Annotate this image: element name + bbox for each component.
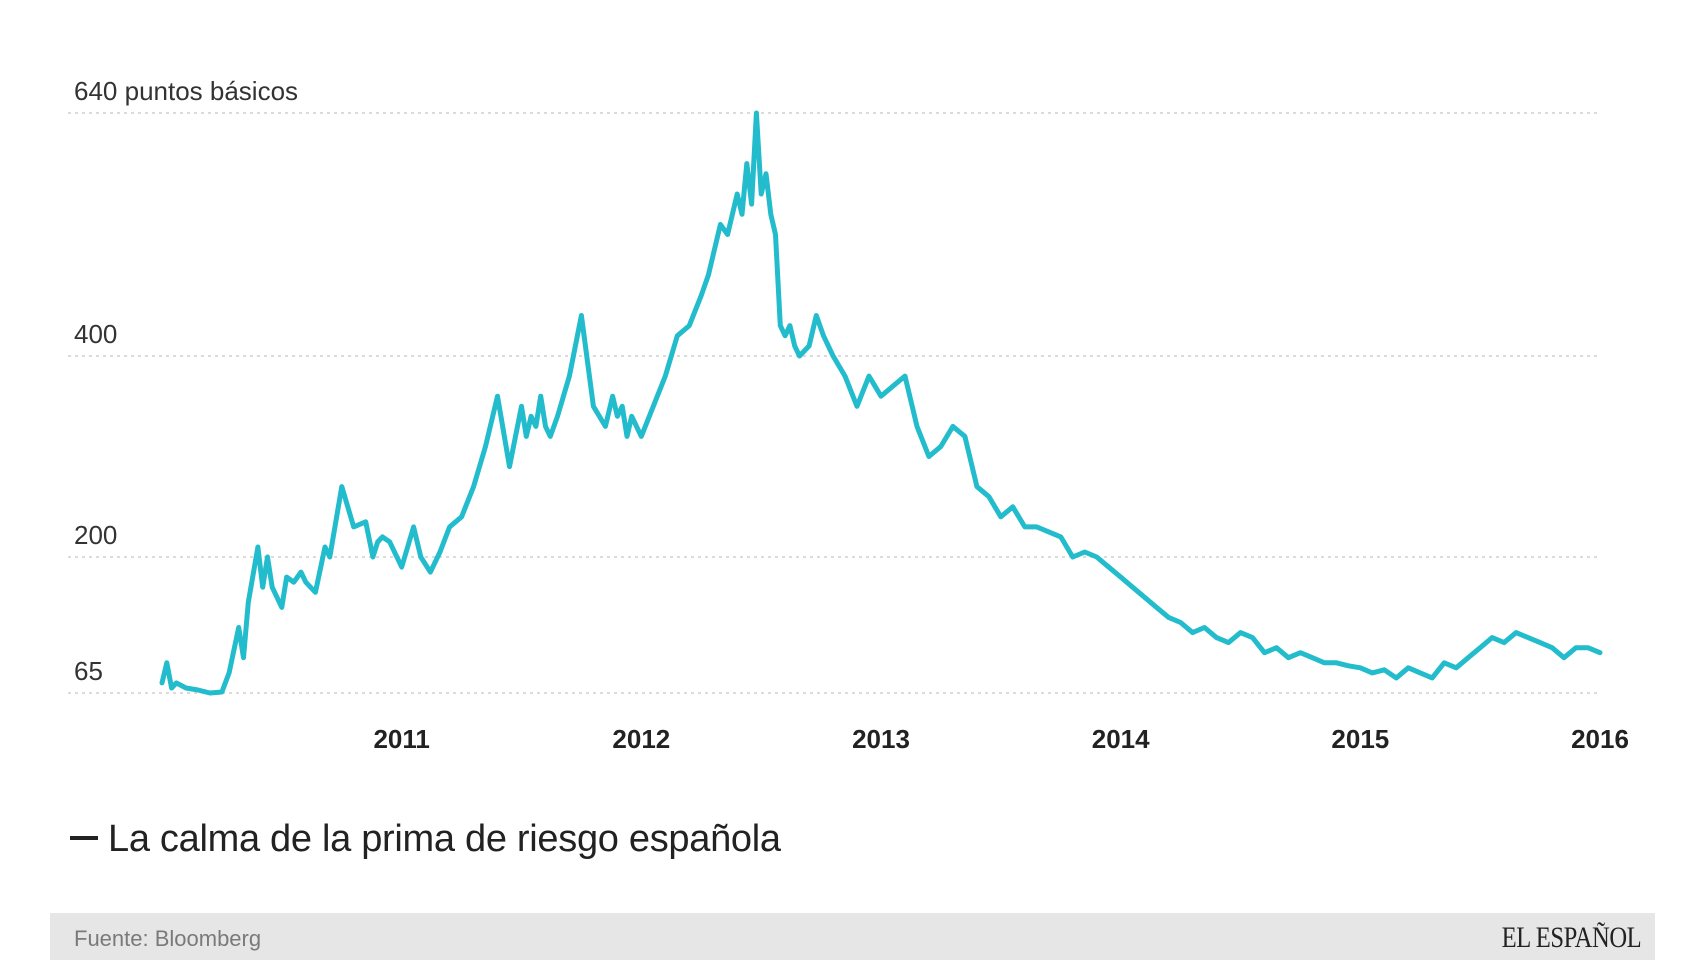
grid-lines xyxy=(68,112,1600,694)
x-tick-label: 2016 xyxy=(1571,724,1629,754)
chart-title: La calma de la prima de riesgo española xyxy=(70,818,781,861)
x-axis-labels: 2011 2012 2013 2014 2015 2016 xyxy=(373,724,1628,754)
series-line xyxy=(159,110,1603,696)
x-tick-label: 2012 xyxy=(612,724,670,754)
y-tick-label: 400 xyxy=(74,319,117,349)
x-tick-label: 2015 xyxy=(1331,724,1389,754)
y-tick-label: 65 xyxy=(74,656,103,686)
source-label: Fuente: Bloomberg xyxy=(74,926,262,951)
chart-title-text: La calma de la prima de riesgo española xyxy=(108,818,781,860)
brand-logo: EL ESPAÑOL xyxy=(1501,921,1641,954)
title-dash-icon xyxy=(70,835,98,840)
x-tick-label: 2013 xyxy=(852,724,910,754)
y-axis-labels: 640 puntos básicos 400 200 65 xyxy=(74,76,298,686)
series-group xyxy=(159,110,1603,696)
x-tick-label: 2014 xyxy=(1092,724,1150,754)
footer-bar: Fuente: Bloomberg EL ESPAÑOL xyxy=(50,913,1655,960)
y-tick-label: 640 puntos básicos xyxy=(74,76,298,106)
y-tick-label: 200 xyxy=(74,520,117,550)
x-tick-label: 2011 xyxy=(373,724,429,754)
